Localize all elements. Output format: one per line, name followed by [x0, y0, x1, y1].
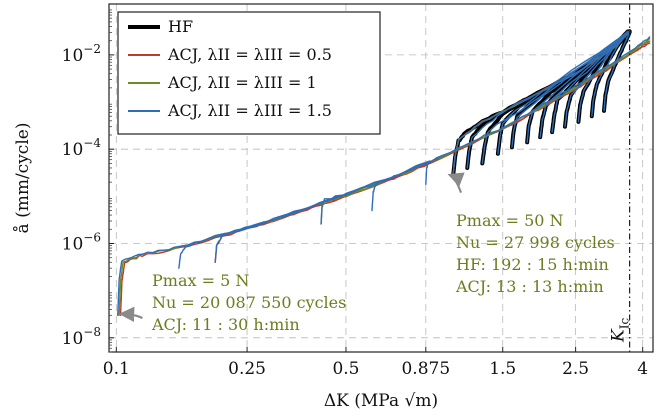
legend-entry: ACJ, λII = λIII = 1: [167, 73, 317, 92]
x-tick-label: 0.875: [401, 359, 450, 379]
annotation-arrow: [118, 306, 143, 323]
series-curve: [511, 30, 629, 148]
kic-marker: KIc: [609, 4, 632, 352]
y-tick-label: 10−8: [62, 325, 101, 349]
annotations: Pmax = 50 N Nu = 27 998 cycles HF: 192 : 1…: [118, 172, 615, 334]
data-curves: [117, 29, 651, 317]
series-curve: [603, 31, 631, 112]
series-curve: [577, 31, 629, 123]
legend-entry: HF: [168, 17, 193, 36]
annotation-line: ACJ: 11 : 30 h:min: [151, 315, 300, 334]
legend-entry: ACJ, λII = λIII = 1.5: [167, 101, 332, 120]
x-tick-label: 1.5: [489, 359, 516, 379]
annotation-line: ACJ: 13 : 13 h:min: [455, 277, 604, 296]
series-curve: [591, 32, 629, 117]
series-curve: [526, 30, 629, 143]
series-curve: [117, 36, 651, 317]
series-3: [117, 30, 651, 317]
series-curve: [425, 154, 446, 186]
y-tick-label: 10−2: [62, 42, 101, 66]
legend-entry: ACJ, λII = λIII = 0.5: [167, 45, 332, 64]
x-axis-title: ΔK (MPa √m): [324, 391, 438, 411]
series-curve: [371, 161, 431, 212]
series-curve: [481, 32, 629, 165]
x-tick-label: 0.1: [103, 359, 130, 379]
series-curve: [539, 31, 629, 138]
y-tick-label: 10−6: [62, 230, 101, 254]
annotation-line: Nu = 20 087 550 cycles: [152, 293, 346, 312]
annotation-line: Nu = 27 998 cycles: [456, 233, 615, 252]
legend-box: [117, 11, 381, 135]
y-axis-title: å (mm/cycle): [13, 123, 33, 234]
annotation-line: Pmax = 50 N: [456, 211, 564, 230]
y-tick-label: 10−4: [62, 136, 102, 160]
series-curve: [564, 32, 629, 128]
plot-frame: [108, 3, 654, 353]
kic-label: KIc: [609, 318, 632, 343]
series-curve: [178, 193, 347, 269]
x-tick-label: 2.5: [562, 359, 589, 379]
series-curve: [320, 160, 431, 225]
series-curve: [214, 193, 347, 263]
annotation-line: Pmax = 5 N: [152, 271, 249, 290]
legend: HF ACJ, λII = λIII = 0.5 ACJ, λII = λIII =…: [117, 11, 381, 135]
x-tick-label: 0.25: [228, 359, 266, 379]
x-tick-label: 0.5: [332, 359, 359, 379]
series-curve: [551, 30, 629, 133]
annotation-line: HF: 192 : 15 h:min: [456, 255, 609, 274]
ticks: 0.1 0.25 0.5 0.875 1.5 2.5 4 10−8 10−6 10−4 10−2: [62, 9, 648, 379]
annotation-arrow: [447, 172, 465, 194]
x-tick-label: 4: [637, 359, 648, 379]
